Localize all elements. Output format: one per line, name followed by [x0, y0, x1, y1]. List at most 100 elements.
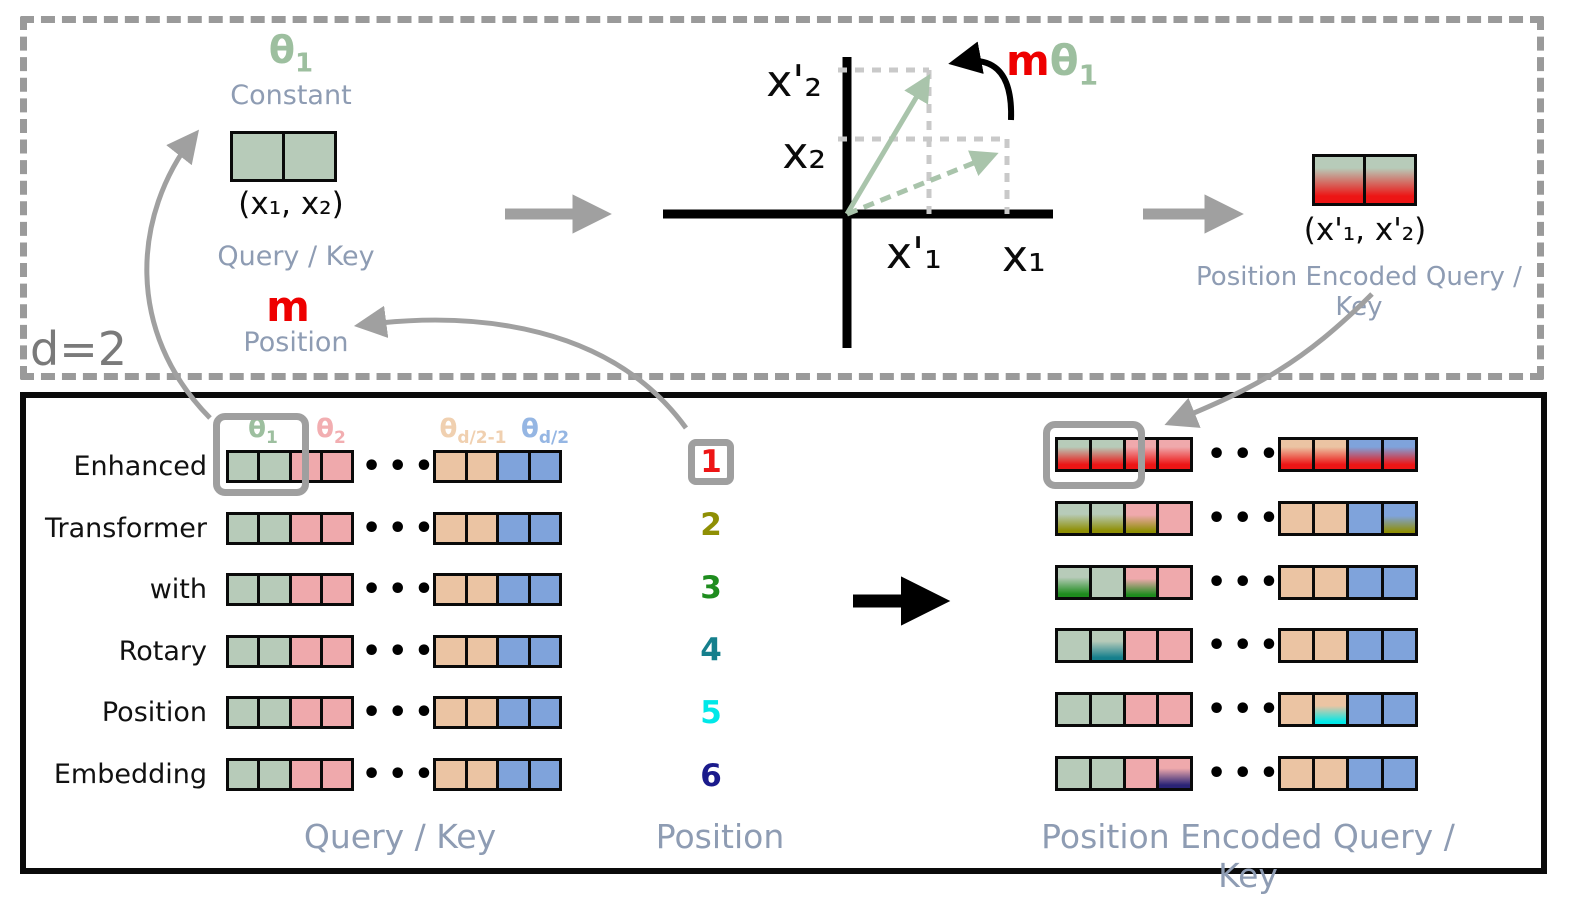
- pe-cells-group-b: [1278, 437, 1418, 472]
- vector-cell: [1088, 628, 1126, 664]
- vector-cell: [257, 634, 292, 668]
- vector-cell: [1088, 692, 1126, 728]
- vector-cell: [257, 511, 292, 545]
- vector-cell: [496, 573, 531, 607]
- vector-cell: [319, 573, 355, 607]
- ellipsis-dots: •••: [362, 695, 441, 731]
- qk-cell-x2: [281, 131, 337, 182]
- vector-cell: [527, 758, 563, 791]
- pe-coords-label: (x'₁, x'₂): [1303, 212, 1427, 248]
- vector-cell: [1380, 564, 1418, 600]
- ellipsis-dots: •••: [1207, 437, 1286, 472]
- vector-cell: [257, 696, 292, 730]
- vector-cell: [1156, 500, 1194, 536]
- theta-header-subscript: d/2: [538, 428, 570, 449]
- vector-cell: [464, 634, 500, 668]
- vector-cell: [226, 573, 261, 607]
- rotation-theta: θ: [1049, 36, 1079, 85]
- highlight-qk-theta1-pair: [213, 413, 309, 496]
- qk-cells-group-b: [433, 696, 563, 730]
- pe-cells-group-b: [1278, 692, 1418, 728]
- vector-cell: [319, 450, 355, 483]
- vector-cell: [1122, 628, 1160, 664]
- pe-cells-group-b: [1278, 500, 1418, 536]
- vector-cell: [1312, 756, 1350, 791]
- vector-cell: [1346, 437, 1384, 472]
- vector-cell: [1312, 628, 1350, 664]
- vector-cell: [1380, 692, 1418, 728]
- vector-cell: [1346, 692, 1384, 728]
- ellipsis-dots: •••: [362, 449, 441, 484]
- vector-cell: [1346, 756, 1384, 791]
- vector-cell: [1278, 564, 1316, 600]
- vector-cell: [433, 573, 468, 607]
- token-word-label: Enhanced: [73, 451, 207, 482]
- qk-cells-group-a: [226, 573, 355, 607]
- vector-cell: [527, 634, 563, 668]
- qk-coords-label: (x₁, x₂): [238, 186, 344, 222]
- qk-cells-group-b: [433, 450, 563, 483]
- axis-label-x1-rotated: x'₁: [886, 228, 942, 279]
- vector-cell: [464, 450, 500, 483]
- footer-query-key: Query / Key: [303, 817, 497, 856]
- constant-label: Constant: [230, 80, 352, 111]
- theta-subscript: 1: [295, 48, 314, 79]
- pe-cell-x1: [1312, 154, 1367, 206]
- qk-cells-group-a: [226, 758, 355, 791]
- vector-cell: [464, 696, 500, 730]
- vector-cell: [319, 511, 355, 545]
- qk-cell-x1: [230, 131, 286, 182]
- vector-cell: [1312, 564, 1350, 600]
- pe-cells-group-a: [1055, 628, 1194, 664]
- vector-cell: [1088, 500, 1126, 536]
- axis-label-x2-rotated: x'₂: [766, 56, 822, 107]
- pe-cell-x2: [1362, 154, 1417, 206]
- theta-header-glyph: θ: [520, 414, 539, 444]
- vector-cell: [1380, 756, 1418, 791]
- qk-cells-group-a: [226, 634, 355, 668]
- vector-cell: [226, 758, 261, 791]
- theta-header: θd/2: [490, 414, 600, 447]
- vector-cell: [1278, 692, 1316, 728]
- theta-header-glyph: θ: [439, 414, 458, 444]
- vector-cell: [496, 634, 531, 668]
- vector-cell: [257, 573, 292, 607]
- qk-cells-group-b: [433, 634, 563, 668]
- vector-cell: [1122, 756, 1160, 791]
- vector-cell: [288, 696, 323, 730]
- vector-cell: [1055, 628, 1092, 664]
- vector-cell: [433, 511, 468, 545]
- position-number: 1: [700, 444, 722, 480]
- vector-cell: [1156, 437, 1194, 472]
- position-number: 3: [700, 569, 722, 606]
- vector-cell: [1346, 564, 1384, 600]
- theta-header-glyph: θ: [316, 414, 335, 444]
- vector-cell: [496, 758, 531, 791]
- vector-cell: [527, 696, 563, 730]
- theta-header-subscript: 2: [334, 428, 346, 449]
- vector-cell: [496, 450, 531, 483]
- vector-cell: [1278, 628, 1316, 664]
- pe-label-top: Position Encoded Query / Key: [1196, 262, 1522, 322]
- vector-cell: [433, 450, 468, 483]
- position-number: 6: [700, 758, 722, 794]
- vector-cell: [1055, 500, 1092, 536]
- vector-cell: [319, 634, 355, 668]
- vector-cell: [1278, 500, 1316, 536]
- qk-cells-group-b: [433, 573, 563, 607]
- vector-cell: [527, 511, 563, 545]
- pe-cells-group-b: [1278, 564, 1418, 600]
- ellipsis-dots: •••: [1207, 756, 1286, 791]
- vector-cell: [1088, 756, 1126, 791]
- m-position-symbol: m: [266, 282, 310, 331]
- vector-cell: [226, 511, 261, 545]
- footer-position: Position: [655, 817, 785, 856]
- qk-cells-group-b: [433, 758, 563, 791]
- vector-cell: [1122, 564, 1160, 600]
- vector-cell: [1156, 756, 1194, 791]
- position-encoded-vector-box: [1312, 154, 1417, 206]
- theta-header: θ1: [208, 414, 318, 447]
- token-word-label: with: [149, 574, 207, 606]
- vector-cell: [527, 573, 563, 607]
